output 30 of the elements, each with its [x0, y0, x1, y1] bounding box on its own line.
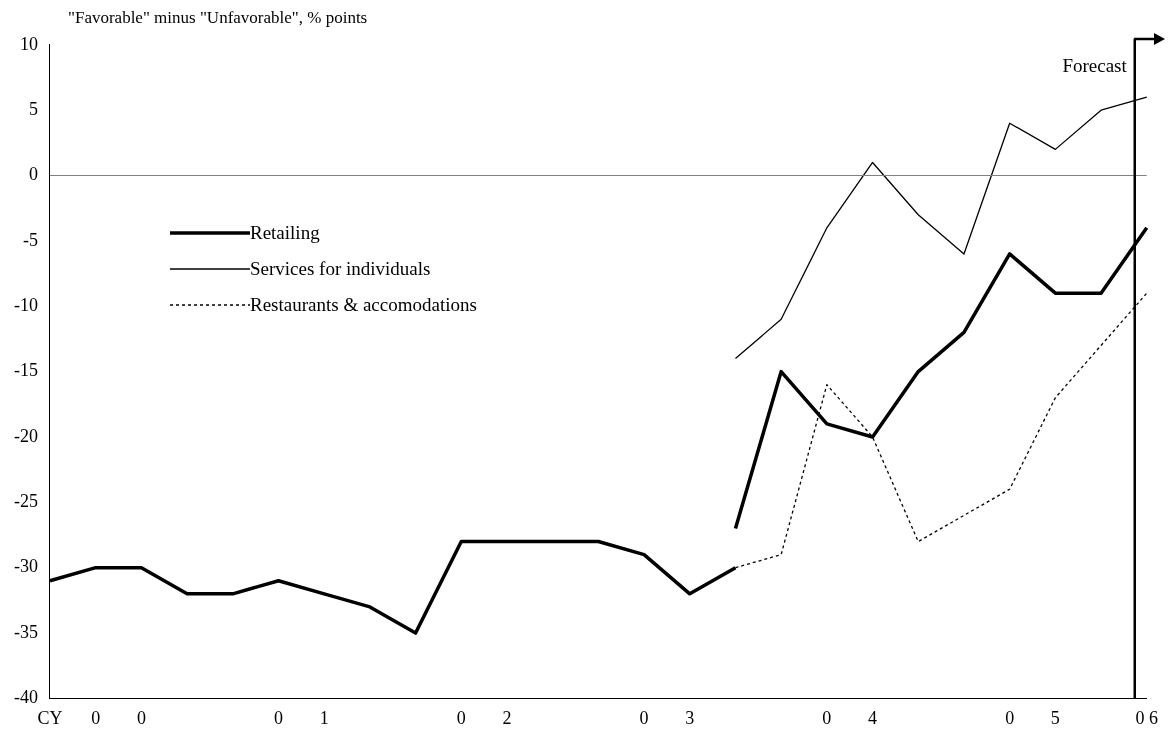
legend-label: Retailing — [249, 221, 320, 244]
x-tick-label: 0 — [1005, 707, 1015, 728]
y-tick-label: -10 — [13, 294, 38, 315]
y-axis-title: "Favorable" minus "Unfavorable", % points — [68, 8, 368, 28]
y-tick-label: -30 — [13, 556, 38, 577]
x-tick-label: 5 — [1050, 707, 1060, 728]
y-tick-label: -20 — [13, 425, 38, 446]
ref-line-label: Forecast — [1062, 54, 1128, 76]
y-tick-label: -15 — [13, 360, 38, 381]
x-tick-label: 0 — [273, 707, 283, 728]
x-tick-label: 0 6 — [1135, 707, 1158, 728]
x-tick-label: 0 — [639, 707, 649, 728]
legend-label: Restaurants & accomodations — [249, 293, 477, 316]
y-tick-label: 0 — [28, 164, 38, 185]
x-tick-label: 3 — [685, 707, 695, 728]
x-tick-label: 2 — [502, 707, 512, 728]
x-tick-label: CY — [37, 707, 63, 728]
y-tick-label: -35 — [13, 621, 38, 642]
y-tick-label: -40 — [13, 687, 38, 708]
x-tick-label: 0 — [91, 707, 101, 728]
x-tick-label: 0 — [136, 707, 146, 728]
y-tick-label: 10 — [19, 33, 38, 54]
y-tick-label: -25 — [13, 491, 38, 512]
y-tick-label: 5 — [28, 98, 38, 119]
legend-label: Services for individuals — [249, 257, 431, 280]
x-tick-label: 1 — [319, 707, 329, 728]
x-tick-label: 4 — [868, 707, 878, 728]
x-tick-label: 0 — [456, 707, 466, 728]
x-tick-label: 0 — [822, 707, 832, 728]
y-tick-label: -5 — [22, 229, 38, 250]
